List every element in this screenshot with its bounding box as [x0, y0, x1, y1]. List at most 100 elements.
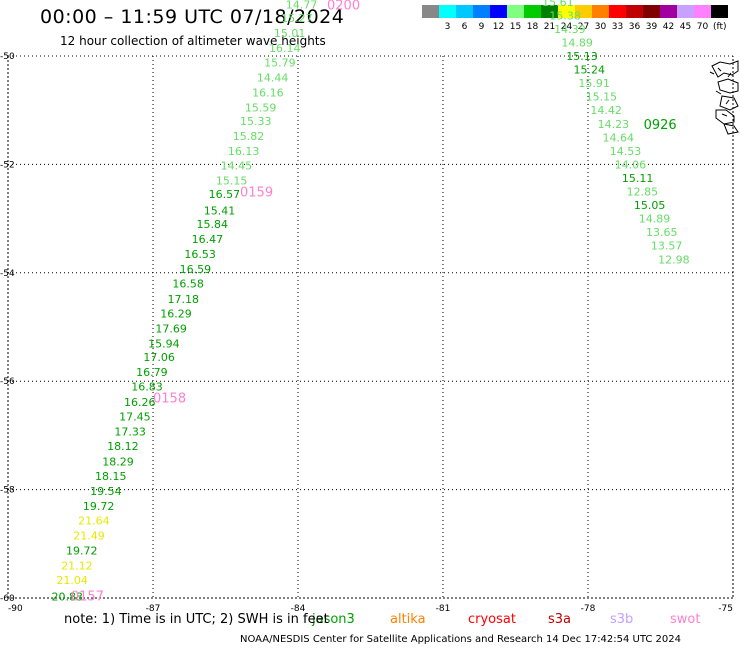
scale-swatch [609, 5, 626, 18]
wave-height-value: 16.29 [160, 307, 192, 320]
satellite-legend-item: swot [670, 612, 701, 627]
wave-height-value: 16.14 [269, 42, 301, 55]
lon-tick-label: -75 [718, 604, 733, 614]
scale-swatch [456, 5, 473, 18]
wave-height-value: 21.12 [61, 559, 93, 572]
scale-label: 39 [645, 22, 658, 32]
wave-height-value: 15.38 [549, 9, 581, 22]
scale-swatch [694, 5, 711, 18]
wave-height-value: 18.15 [95, 470, 127, 483]
lat-tick-label: -54 [0, 269, 15, 279]
lon-tick-label: -84 [291, 604, 306, 614]
wave-height-value: 14.64 [603, 131, 635, 144]
wave-height-value: 14.53 [610, 145, 642, 158]
scale-label: 6 [461, 22, 468, 32]
pass-time-label: 0158 [153, 391, 186, 406]
wave-height-value: 16.47 [192, 233, 224, 246]
lat-tick-label: -60 [0, 594, 15, 604]
wave-height-value: 17.33 [114, 426, 146, 439]
map-grid [7, 55, 734, 599]
wave-height-value: 14.89 [561, 36, 593, 49]
scale-swatch [524, 5, 541, 18]
scale-swatch [558, 5, 575, 18]
wave-height-value: 16.57 [209, 188, 241, 201]
wave-height-value: 13.57 [651, 240, 683, 253]
wave-height-value: 16.79 [136, 366, 168, 379]
scale-swatch [507, 5, 524, 18]
wave-height-value: 20.83 [52, 590, 84, 603]
wave-height-value: 16.83 [131, 381, 163, 394]
wave-height-value: 15.15 [216, 175, 248, 188]
wave-height-value: 15.27 [281, 12, 313, 25]
wave-height-value: 15.13 [566, 50, 598, 63]
wave-height-value: 19.72 [66, 544, 98, 557]
wave-height-value: 15.82 [233, 130, 265, 143]
scale-swatch [541, 5, 558, 18]
satellite-legend-item: jason3 [312, 612, 355, 627]
wave-height-value: 17.18 [168, 293, 200, 306]
wave-height-value: 14.42 [590, 104, 622, 117]
page-title: 00:00 – 11:59 UTC 07/18/2024 [40, 6, 345, 28]
wave-height-value: 18.12 [107, 440, 139, 453]
satellite-legend-item: altika [390, 612, 426, 627]
scale-swatch [643, 5, 660, 18]
wave-height-value: 18.29 [102, 455, 134, 468]
wave-height-value: 14.45 [221, 159, 253, 172]
wave-height-value: 15.91 [578, 77, 610, 90]
scale-label: 12 [492, 22, 505, 32]
map-border [7, 55, 734, 599]
page-subtitle: 12 hour collection of altimeter wave hei… [60, 34, 326, 48]
jason3-track-1: 20.8321.0421.1219.7221.4921.6419.7219.54… [52, 0, 318, 603]
wave-height-value: 15.79 [264, 57, 296, 70]
lat-tick-label: -50 [0, 52, 15, 62]
wave-height-value: 15.59 [245, 101, 276, 114]
wave-height-value: 15.05 [634, 199, 666, 212]
wave-height-value: 21.49 [73, 530, 105, 543]
scale-swatch [439, 5, 456, 18]
scale-swatch [422, 5, 439, 18]
wave-height-value: 21.64 [78, 514, 110, 527]
scale-swatch [592, 5, 609, 18]
wave-height-value: 14.23 [598, 118, 630, 131]
wave-height-value: 16.53 [184, 248, 216, 261]
wave-height-value: 17.06 [143, 351, 175, 364]
scale-label: 24 [560, 22, 573, 32]
wave-height-value: 17.45 [119, 410, 150, 423]
scale-label: 15 [509, 22, 522, 32]
wave-height-value: 12.98 [658, 253, 690, 266]
wave-height-value: 21.04 [56, 574, 87, 587]
wave-height-value: 16.26 [124, 396, 156, 409]
satellite-legend-item: s3a [548, 612, 572, 627]
scale-label: 9 [478, 22, 485, 32]
wave-height-value: 16.58 [172, 278, 204, 291]
wave-height-value: 14.89 [639, 213, 671, 226]
wave-height-value: 15.15 [586, 91, 618, 104]
lon-tick-label: -90 [8, 604, 23, 614]
lon-tick-label: -87 [146, 604, 161, 614]
wave-height-value: 17.69 [155, 323, 187, 336]
jason3-track-2: 15.5715.1415.6115.3814.3914.8915.1315.24… [542, 0, 690, 266]
wave-height-value: 19.72 [83, 500, 115, 513]
scale-label: 70 [696, 22, 709, 32]
map-axis-labels: -90 -87 -84 -81 -78 -75 -50 -52 -54 -56 -58 -60 [0, 52, 733, 614]
wave-height-value: 15.41 [204, 204, 236, 217]
wave-height-value: 14.77 [286, 0, 318, 12]
scale-label: 3 [444, 22, 451, 32]
lat-tick-label: -56 [0, 377, 15, 387]
lon-tick-label: -78 [581, 604, 596, 614]
wave-height-value: 15.01 [274, 27, 306, 40]
scale-label: 36 [628, 22, 641, 32]
wave-height-value: 15.11 [622, 172, 654, 185]
scale-swatch [677, 5, 694, 18]
wave-height-value: 13.65 [646, 226, 678, 239]
wave-height-value: 15.84 [197, 218, 229, 231]
footer-note: note: 1) Time is in UTC; 2) SWH is in fe… [64, 612, 329, 627]
wave-height-value: 14.39 [554, 23, 586, 36]
scale-label: 18 [526, 22, 539, 32]
scale-label: 45 [679, 22, 692, 32]
wave-height-value: 15.61 [542, 0, 574, 9]
wave-height-value: 15.33 [240, 115, 272, 128]
wave-height-value: 12.85 [627, 186, 659, 199]
pass-time-label: 0200 [327, 0, 360, 14]
pass-time-labels: 0157015801590200020109250926 [71, 0, 677, 604]
